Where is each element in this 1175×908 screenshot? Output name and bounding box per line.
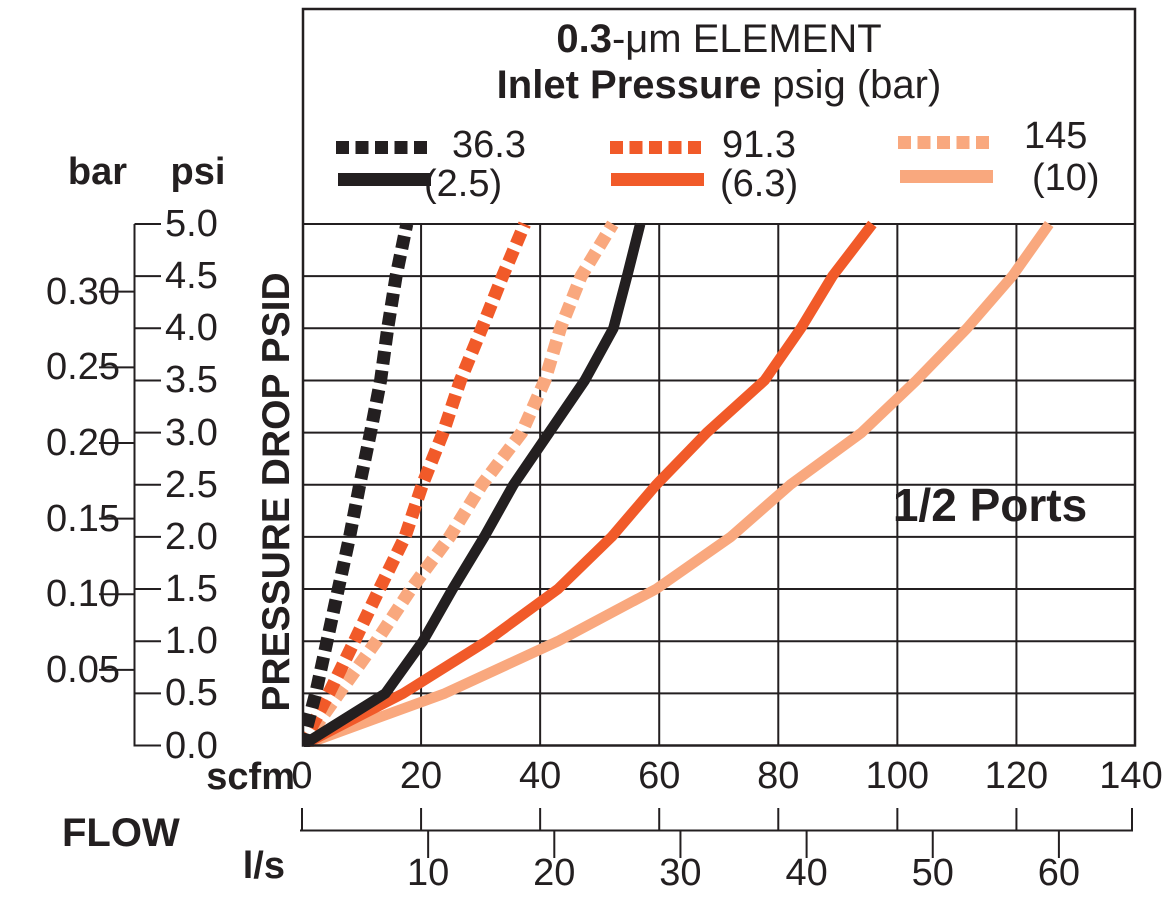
bar-tick-label: 0.15: [46, 497, 120, 540]
scfm-tick-label: 40: [519, 755, 562, 797]
y-unit-bar: bar: [67, 151, 128, 193]
chart-subtitle-rest: psig (bar): [761, 63, 942, 107]
curve-36-3-dashed: [304, 222, 414, 747]
scfm-tick-label: 120: [984, 755, 1049, 797]
psi-tick-label: 2.0: [165, 515, 218, 558]
legend-label-36-3: 36.3: [452, 124, 526, 166]
ls-tick-label: 20: [533, 852, 576, 894]
scfm-tick-label: 80: [757, 755, 800, 797]
bar-tick-label: 0.05: [46, 648, 120, 691]
curve-36-3-solid: [304, 222, 646, 747]
curve-145-dashed: [304, 220, 619, 747]
scfm-tick-label: 100: [865, 755, 930, 797]
ls-tick-label: 30: [659, 852, 702, 894]
scfm-tick-label: 140: [1099, 755, 1163, 797]
chart-title: 0.3-μm ELEMENT: [303, 16, 1135, 62]
psi-tick-label: 3.5: [165, 359, 218, 402]
x-unit-ls: l/s: [242, 845, 285, 887]
legend-swatch-solid-10: [900, 170, 993, 183]
legend-swatch-dashed-91-3: [610, 141, 703, 154]
legend-label-145: 145: [1024, 115, 1088, 157]
psi-tick-label: 2.5: [165, 463, 218, 506]
psi-tick-label: 4.0: [165, 307, 218, 350]
curve-91-3-solid: [304, 220, 877, 747]
psi-tick-label: 0.5: [165, 672, 218, 715]
bar-tick-label: 0.10: [46, 573, 120, 616]
ls-tick-label: 40: [785, 852, 828, 894]
legend-swatch-dashed-145: [898, 136, 991, 149]
scfm-tick-label: 0: [291, 755, 313, 797]
y-unit-psi: psi: [170, 151, 226, 193]
ports-annotation: 1/2 Ports: [892, 479, 1088, 531]
x-axis-title: FLOW: [62, 811, 180, 855]
chart-title-rest: -μm ELEMENT: [611, 17, 882, 61]
chart-title-bold: 0.3: [556, 17, 612, 61]
chart-subtitle: Inlet Pressure psig (bar): [303, 62, 1135, 108]
psi-tick-label: 0.0: [165, 724, 218, 767]
bar-tick-label: 0.25: [46, 346, 120, 389]
bar-tick-label: 0.30: [46, 270, 120, 313]
legend-swatch-solid-6-3: [611, 173, 704, 186]
legend-swatch-dashed-36-3: [336, 141, 429, 154]
ls-tick-label: 60: [1037, 852, 1081, 894]
psi-tick-label: 4.5: [165, 255, 218, 298]
scfm-tick-label: 20: [399, 755, 443, 797]
psi-tick-label: 5.0: [165, 203, 218, 245]
ls-tick-label: 50: [911, 852, 954, 894]
bar-tick-label: 0.20: [46, 421, 120, 464]
chart-subtitle-bold: Inlet Pressure: [496, 63, 762, 107]
legend-label-2-5: (2.5): [424, 163, 503, 205]
legend-label-91-3: 91.3: [722, 124, 796, 166]
x-unit-scfm: scfm: [206, 756, 295, 798]
plot-border: [301, 7, 1137, 747]
psi-tick-label: 3.0: [165, 411, 218, 454]
scfm-tick-label: 60: [638, 755, 681, 797]
curve-91-3-dashed: [304, 221, 531, 747]
legend-label-6-3: (6.3): [720, 163, 799, 205]
psi-tick-label: 1.0: [165, 620, 218, 663]
legend-swatch-solid-2-5: [338, 173, 431, 186]
legend-label-10: (10): [1032, 157, 1100, 199]
psi-tick-label: 1.5: [165, 568, 218, 611]
curve-145-solid: [304, 220, 1054, 747]
y-axis-title: PRESSURE DROP PSID: [255, 272, 298, 712]
ls-tick-label: 10: [407, 852, 450, 894]
